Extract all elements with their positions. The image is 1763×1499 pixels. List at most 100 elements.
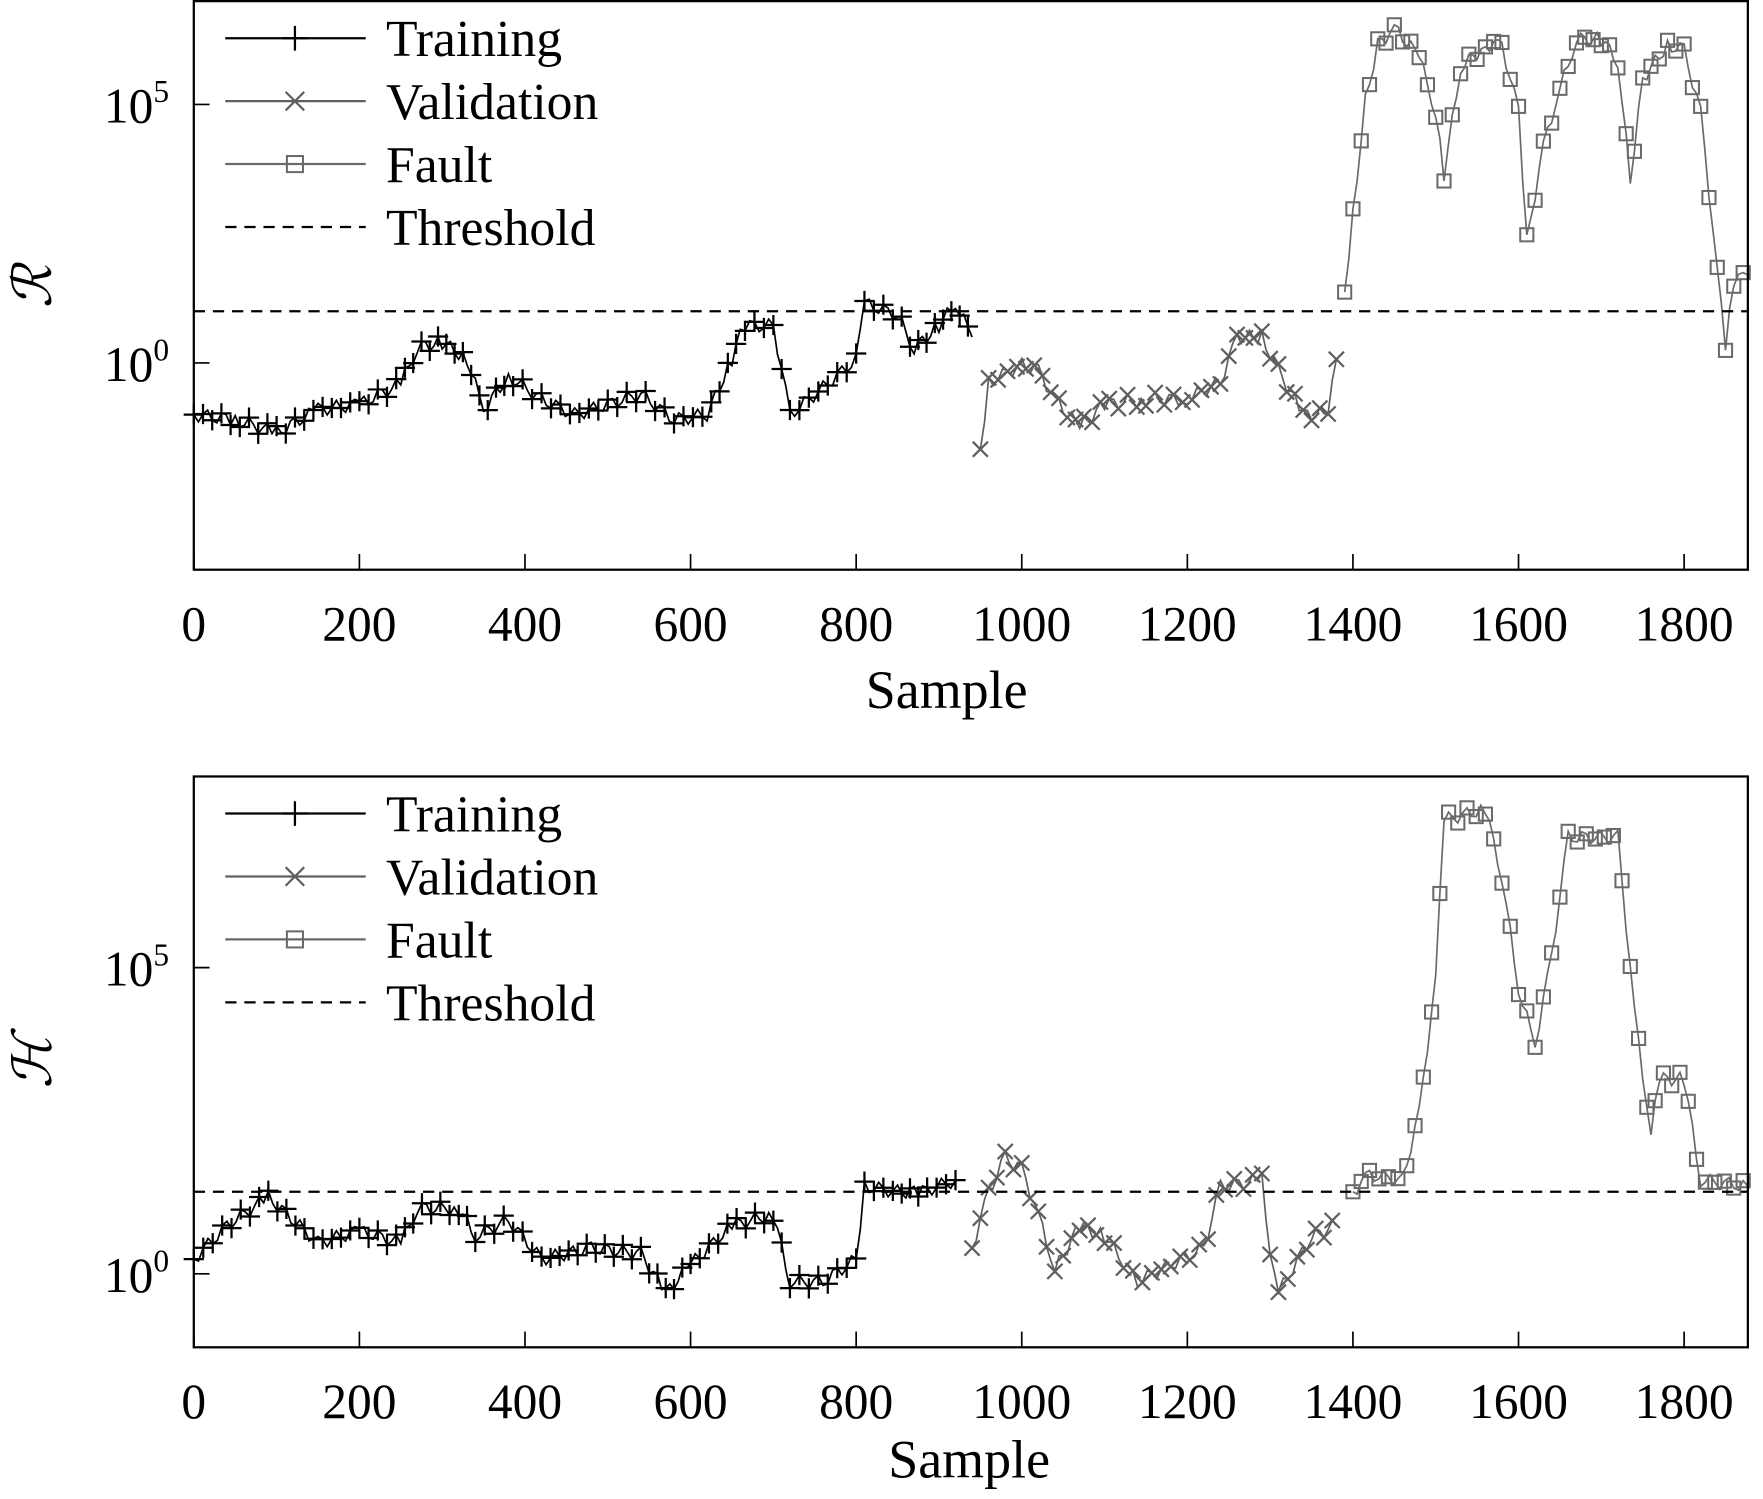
- square-marker: [1560, 823, 1576, 839]
- square-marker: [1361, 77, 1378, 93]
- square-marker: [1717, 342, 1734, 358]
- chart-r-panel: ℛ Sample 0 200 400 600 800 1000 1200 1400 1600 18…: [3, 0, 1751, 720]
- square-marker: [1535, 133, 1551, 149]
- x-tick-label: 200: [322, 1374, 396, 1429]
- square-marker: [1693, 98, 1709, 114]
- legend-label: Threshold: [386, 200, 596, 257]
- x-marker: [1311, 399, 1329, 417]
- plus-marker: [386, 369, 407, 390]
- x-tick-label: 600: [653, 1374, 727, 1429]
- x-marker: [1319, 405, 1337, 423]
- plus-marker: [349, 1217, 370, 1238]
- series-line: [193, 1176, 957, 1291]
- x-axis-label: Sample: [888, 1430, 1050, 1490]
- plus-marker: [202, 1233, 223, 1254]
- plus-marker: [221, 1217, 242, 1239]
- square-marker: [1614, 873, 1630, 889]
- plot-frame: [192, 0, 1749, 571]
- square-marker: [1415, 1069, 1431, 1085]
- x-marker: [1029, 1202, 1047, 1220]
- plot-frame: [192, 775, 1749, 1349]
- plus-marker: [692, 406, 713, 427]
- x-marker: [988, 1169, 1006, 1186]
- x-tick-label: 1800: [1635, 1374, 1734, 1429]
- x-tick-label: 1000: [972, 597, 1071, 652]
- plus-marker: [569, 402, 590, 424]
- square-marker: [1701, 189, 1717, 206]
- square-marker: [1486, 831, 1502, 847]
- square-marker: [1672, 1064, 1688, 1080]
- square-marker: [1510, 98, 1527, 114]
- plus-marker: [616, 381, 637, 403]
- plus-marker: [294, 1218, 315, 1239]
- x-marker: [1034, 367, 1051, 385]
- square-marker: [1659, 32, 1676, 48]
- plus-marker: [882, 309, 903, 330]
- plus-marker: [763, 314, 784, 336]
- square-marker: [1399, 1158, 1415, 1174]
- square-marker: [1444, 107, 1460, 123]
- plus-marker: [465, 1231, 486, 1253]
- plus-marker: [238, 407, 260, 428]
- plus-marker: [630, 1236, 652, 1258]
- plus-marker: [430, 1191, 451, 1212]
- plus-marker: [403, 1213, 424, 1234]
- legend-item-validation: Validation: [225, 74, 599, 131]
- plus-marker: [469, 385, 490, 406]
- series-validation: [963, 1143, 1341, 1301]
- y-tick-label: 105: [104, 937, 169, 996]
- plus-marker: [588, 400, 609, 421]
- plus-marker: [349, 391, 370, 412]
- x-marker: [1286, 385, 1304, 403]
- square-marker: [1441, 804, 1457, 820]
- x-tick-label: 1800: [1635, 597, 1734, 652]
- legend-item-training: Training: [225, 787, 562, 844]
- legend-item-threshold: Threshold: [225, 975, 596, 1032]
- square-marker: [1535, 989, 1551, 1005]
- plus-marker: [275, 423, 296, 444]
- y-tick-exponent: 5: [153, 937, 169, 972]
- x-marker: [996, 1143, 1014, 1160]
- square-marker: [1569, 834, 1585, 850]
- plus-marker: [193, 1237, 214, 1258]
- series-line: [1343, 23, 1749, 351]
- x-tick-label: 800: [819, 597, 893, 652]
- square-marker: [1651, 51, 1667, 67]
- square-marker: [1424, 1004, 1440, 1020]
- x-marker: [1199, 1230, 1217, 1248]
- x-marker: [1092, 393, 1109, 411]
- square-marker: [1709, 259, 1725, 275]
- x-marker: [1202, 378, 1220, 396]
- square-marker: [1411, 50, 1427, 66]
- square-marker: [1378, 35, 1394, 51]
- plus-marker: [461, 364, 482, 386]
- plus-marker: [708, 1233, 729, 1254]
- plus-marker: [607, 396, 628, 418]
- x-tick-label: 1200: [1138, 1374, 1237, 1429]
- x-marker: [1124, 1262, 1142, 1280]
- square-marker: [1578, 826, 1594, 842]
- square-marker: [1370, 31, 1386, 47]
- y-tick-base: 10: [104, 1248, 153, 1303]
- x-marker: [1137, 397, 1155, 415]
- plus-marker: [239, 1206, 261, 1227]
- square-marker: [1519, 1003, 1535, 1019]
- legend-label: Training: [386, 11, 562, 68]
- plus-marker: [817, 375, 838, 396]
- square-marker: [285, 155, 304, 174]
- x-marker: [1143, 1264, 1161, 1282]
- plus-marker: [908, 329, 929, 351]
- plus-marker: [485, 377, 507, 398]
- square-marker: [1527, 192, 1543, 208]
- legend-label: Training: [386, 787, 562, 844]
- legend: Training Validation Fault Threshold: [225, 11, 599, 257]
- x-marker: [1109, 400, 1127, 417]
- plus-marker: [294, 410, 315, 431]
- plus-marker: [282, 25, 308, 51]
- plus-marker: [220, 414, 241, 436]
- square-marker: [1436, 173, 1452, 189]
- x-marker: [284, 91, 305, 112]
- x-tick-label: 400: [488, 597, 562, 652]
- plus-marker: [654, 397, 675, 418]
